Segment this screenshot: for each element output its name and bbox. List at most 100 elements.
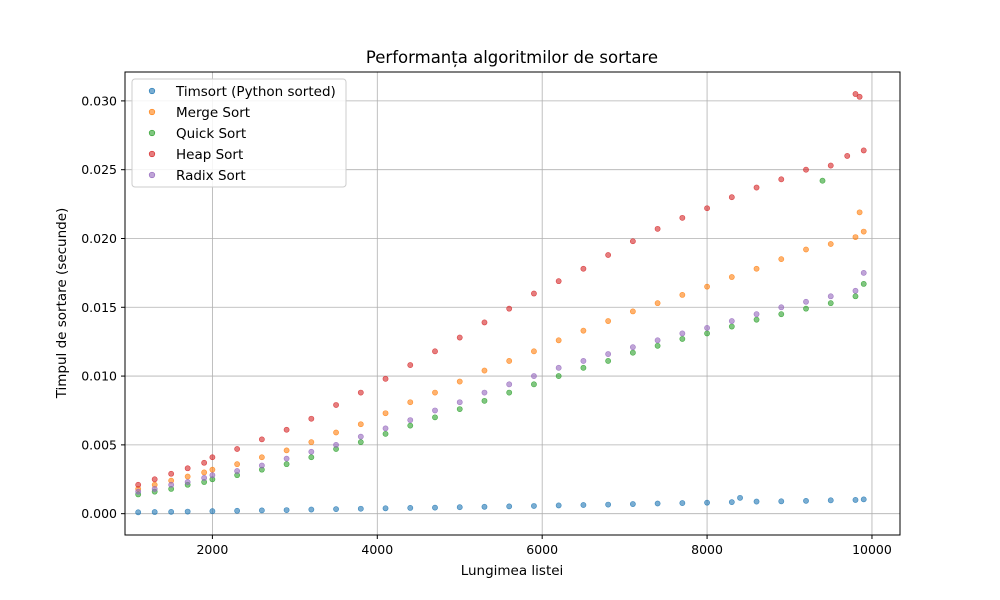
data-point: [283, 426, 290, 433]
data-point: [860, 228, 867, 235]
data-point: [555, 278, 562, 285]
data-point: [555, 373, 562, 379]
data-point: [852, 293, 859, 300]
data-point: [580, 265, 587, 272]
legend-label: Heap Sort: [176, 147, 243, 163]
data-point: [531, 373, 537, 379]
data-point: [531, 348, 537, 355]
legend: Timsort (Python sorted) Merge Sort Quick S…: [131, 78, 347, 188]
data-point: [856, 93, 863, 100]
data-point: [168, 470, 175, 477]
data-point: [629, 344, 636, 351]
data-point: [737, 494, 743, 501]
data-point: [704, 205, 710, 212]
data-point: [382, 425, 389, 432]
data-point: [456, 378, 463, 385]
data-point: [407, 422, 414, 429]
data-point: [580, 327, 587, 334]
data-point: [860, 269, 867, 276]
y-tick-label: 0.015: [81, 300, 117, 315]
data-point: [135, 481, 142, 488]
data-point: [860, 147, 867, 154]
data-point: [357, 421, 364, 428]
data-point: [728, 318, 735, 324]
y-tick-label: 0.010: [81, 369, 117, 384]
data-point: [234, 507, 241, 514]
legend-label: Merge Sort: [176, 105, 250, 121]
x-tick-label: 2000: [196, 542, 228, 557]
data-point: [308, 415, 315, 422]
data-point: [382, 430, 389, 437]
data-point: [605, 501, 612, 508]
data-point: [654, 300, 661, 307]
data-point: [778, 256, 785, 263]
data-point: [357, 505, 364, 512]
data-point: [852, 234, 859, 241]
data-point: [407, 417, 414, 424]
data-point: [481, 389, 488, 396]
data-point: [382, 375, 389, 382]
data-point: [856, 209, 863, 216]
y-tick-label: 0.030: [81, 93, 117, 108]
data-point: [151, 509, 158, 515]
data-point: [654, 500, 661, 507]
data-point: [456, 399, 463, 406]
data-points: [135, 91, 867, 516]
data-point: [654, 342, 661, 349]
data-point: [209, 466, 216, 473]
data-point: [605, 358, 612, 364]
data-point: [704, 499, 710, 506]
data-point: [407, 399, 414, 406]
data-point: [333, 506, 339, 513]
data-point: [234, 468, 241, 474]
data-point: [168, 508, 175, 515]
data-point: [333, 429, 339, 436]
data-point: [605, 351, 612, 357]
data-point: [654, 337, 661, 344]
series-2: [135, 177, 867, 498]
data-point: [819, 177, 826, 184]
data-point: [679, 336, 686, 342]
data-point: [357, 389, 364, 396]
data-point: [308, 506, 315, 513]
data-point: [555, 502, 562, 509]
y-tick-label: 0.000: [81, 506, 117, 521]
data-point: [827, 300, 834, 307]
data-point: [629, 238, 636, 245]
data-point: [481, 503, 488, 510]
data-point: [852, 91, 859, 97]
data-point: [151, 486, 158, 492]
legend-marker: [148, 129, 156, 137]
data-point: [407, 362, 414, 368]
series-0: [135, 494, 867, 516]
data-point: [151, 476, 158, 483]
data-point: [308, 439, 315, 446]
data-point: [506, 381, 513, 388]
data-point: [555, 337, 562, 344]
data-point: [580, 502, 587, 508]
data-point: [778, 176, 785, 183]
data-point: [506, 305, 513, 312]
data-point: [605, 252, 612, 258]
x-tick-label: 6000: [526, 542, 558, 557]
data-point: [357, 433, 364, 440]
y-axis-label: Timpul de sortare (secunde): [54, 208, 70, 400]
data-point: [432, 414, 438, 421]
y-axis-ticks: 0.000 0.005 0.010 0.015 0.020 0.025 0.030: [81, 93, 125, 521]
data-point: [382, 410, 389, 417]
plot-frame: [124, 71, 901, 536]
data-point: [753, 265, 760, 272]
data-point: [753, 184, 760, 191]
y-tick-label: 0.025: [81, 162, 117, 177]
data-point: [432, 348, 438, 355]
data-point: [234, 461, 241, 468]
series-3: [135, 91, 867, 488]
data-point: [283, 507, 290, 513]
data-point: [357, 439, 364, 446]
legend-marker: [148, 108, 156, 116]
legend-label: Radix Sort: [176, 168, 246, 184]
data-point: [827, 241, 834, 247]
data-point: [852, 497, 859, 503]
data-point: [654, 225, 661, 232]
data-point: [531, 290, 537, 297]
